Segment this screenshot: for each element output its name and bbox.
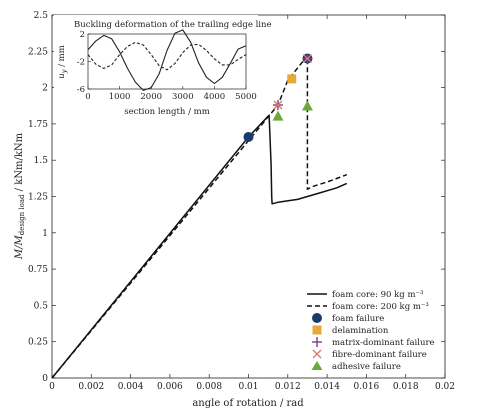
inset-y-axis-label-sub: y [60, 69, 68, 74]
legend-label-delamination: delamination [332, 326, 389, 336]
main-y-tick-label: 1 [42, 229, 48, 239]
legend-marker-delamination [312, 325, 322, 335]
marker-fibre-failure [273, 100, 283, 110]
legend-marker-adhesive [311, 361, 323, 370]
legend-marker-fibre [312, 349, 322, 359]
main-y-tick-label: 0.25 [28, 338, 48, 348]
main-y-tick-label: 1.75 [28, 120, 48, 130]
main-y-axis: 0 0.25 0.5 0.75 1 1.25 1.5 1.75 2 2.25 2.5 [28, 11, 445, 384]
legend-label-90: foam core: 90 kg m⁻³ [332, 290, 423, 300]
main-x-tick-label: 0.006 [157, 382, 183, 392]
inset-x-tick-label: 4000 [204, 92, 226, 102]
marker-fibre-failure [302, 54, 312, 64]
main-series [51, 54, 348, 379]
series-line-200 [51, 54, 348, 379]
main-x-tick-label: 0.018 [393, 382, 419, 392]
inset-x-tick-label: 2000 [140, 92, 162, 102]
main-x-tick-label: 0.014 [314, 382, 340, 392]
main-y-axis-label-main: M/M [14, 235, 25, 261]
inset-x-tick-label: 0 [85, 92, 90, 102]
legend-label-200: foam core: 200 kg m⁻³ [332, 302, 429, 312]
inset-x-tick-label: 3000 [172, 92, 194, 102]
inset-y-axis-label: uy / mm [57, 45, 68, 79]
marker-adhesive-failure [301, 100, 313, 111]
inset-y-axis-label-main: u [57, 73, 67, 78]
main-y-tick-label: 0.5 [34, 301, 49, 311]
legend-marker-foam [312, 313, 322, 323]
main-x-tick-label: 0.002 [78, 382, 104, 392]
marker-foam-failure [243, 131, 254, 142]
legend-label-foam: foam failure [332, 314, 384, 324]
inset-y-axis: 2 -2 -6 [77, 30, 91, 95]
inset-line-solid [87, 29, 247, 91]
inset-plot: Buckling deformation of the trailing edg… [54, 15, 272, 119]
main-y-tick-label: 0 [42, 374, 48, 384]
legend: foam core: 90 kg m⁻³ foam core: 200 kg m… [301, 284, 441, 374]
inset-y-tick-label: -6 [77, 85, 85, 95]
marker-fibre-b [273, 100, 283, 110]
marker-delamination [287, 74, 297, 84]
inset-y-tick-label: 2 [80, 30, 85, 40]
series-line-90 [51, 114, 348, 379]
main-y-tick-label: 1.5 [34, 156, 49, 166]
legend-label-fibre: fibre-dominant failure [332, 350, 427, 360]
main-x-tick-label: 0.016 [354, 382, 380, 392]
legend-box [301, 284, 441, 374]
inset-x-tick-label: 1000 [109, 92, 131, 102]
inset-y-tick-label: -2 [77, 58, 85, 68]
main-x-tick-label: 0.008 [196, 382, 222, 392]
legend-marker-matrix [312, 337, 322, 347]
inset-y-axis-label-tail: / mm [57, 45, 67, 69]
inset-x-axis-label: section length / mm [124, 107, 210, 117]
main-x-tick-label: 0.02 [435, 382, 455, 392]
marker-fibre-b [302, 54, 312, 64]
inset-x-tick-label: 5000 [235, 92, 257, 102]
legend-label-adhesive: adhesive failure [332, 362, 401, 372]
inset-plot-frame [87, 33, 247, 90]
main-x-tick-label: 0.012 [275, 382, 301, 392]
marker-adhesive-failure [272, 110, 284, 121]
main-y-axis-label-sub: design load [18, 194, 26, 235]
main-y-tick-label: 2 [42, 84, 48, 94]
main-y-tick-label: 0.75 [28, 265, 48, 275]
inset-series [87, 29, 247, 91]
inset-line-dashed [87, 41, 247, 71]
failure-markers [243, 53, 313, 142]
main-x-tick-label: 0.004 [118, 382, 144, 392]
main-y-tick-label: 1.25 [28, 193, 48, 203]
legend-label-matrix: matrix-dominant failure [332, 338, 435, 348]
inset-title: Buckling deformation of the trailing edg… [74, 20, 272, 30]
main-y-tick-label: 2.5 [34, 11, 49, 21]
main-y-tick-label: 2.25 [28, 47, 48, 57]
main-y-axis-label-tail: / kNm/kNm [14, 132, 25, 194]
main-x-tick-label: 0 [49, 382, 55, 392]
main-x-axis: 0 0.002 0.004 0.006 0.008 0.01 0.012 0.014 0.016… [49, 15, 455, 392]
main-y-axis-label: M/Mdesign load / kNm/kNm [14, 132, 26, 260]
inset-x-axis: 0 1000 2000 3000 4000 5000 [85, 86, 257, 102]
main-x-tick-label: 0.01 [238, 382, 258, 392]
main-x-axis-label: angle of rotation / rad [192, 398, 304, 409]
